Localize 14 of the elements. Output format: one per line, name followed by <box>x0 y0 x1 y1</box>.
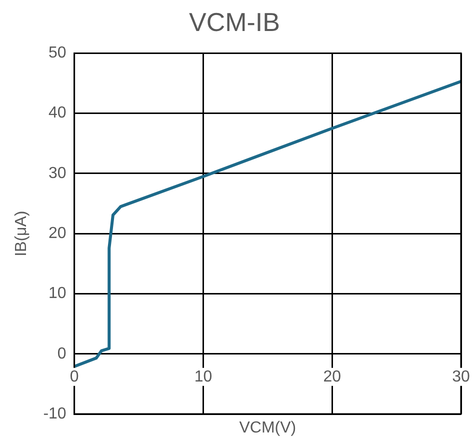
chart-title: VCM-IB <box>189 6 280 37</box>
y-axis-title: IB(μA) <box>13 210 30 256</box>
y-tick-label: 40 <box>48 104 66 122</box>
y-tick-label: 20 <box>48 225 66 242</box>
x-tick-label: 30 <box>452 368 470 386</box>
y-tick-label: 30 <box>48 164 66 182</box>
x-tick-label: 20 <box>323 368 342 386</box>
x-tick-label: 0 <box>70 368 79 386</box>
y-tick-label: 10 <box>48 285 66 302</box>
y-tick-label: 0 <box>57 345 66 362</box>
y-tick-label: -10 <box>43 405 66 422</box>
y-tick-label: 50 <box>48 44 66 62</box>
x-tick-label: 10 <box>194 368 212 386</box>
x-axis-title: VCM(V) <box>239 419 296 436</box>
